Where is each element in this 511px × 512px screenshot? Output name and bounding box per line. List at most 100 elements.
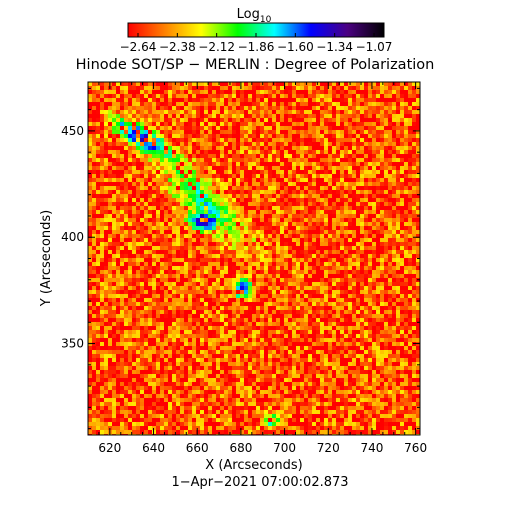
heatmap-cell [284,174,288,178]
heatmap-cell [300,146,304,150]
heatmap-cell [116,106,120,110]
heatmap-cell [336,86,340,90]
heatmap-cell [148,254,152,258]
heatmap-cell [216,102,220,106]
heatmap-cell [96,178,100,182]
heatmap-cell [388,130,392,134]
heatmap-cell [232,286,236,290]
heatmap-cell [152,314,156,318]
heatmap-cell [172,286,176,290]
heatmap-cell [256,194,260,198]
heatmap-cell [220,94,224,98]
heatmap-cell [188,286,192,290]
heatmap-cell [128,298,132,302]
heatmap-cell [312,278,316,282]
heatmap-cell [324,106,328,110]
heatmap-cell [92,198,96,202]
heatmap-cell [220,250,224,254]
heatmap-cell [144,294,148,298]
heatmap-cell [348,282,352,286]
heatmap-cell [208,222,212,226]
heatmap-cell [164,214,168,218]
heatmap-cell [212,114,216,118]
heatmap-cell [256,138,260,142]
heatmap-cell [400,166,404,170]
heatmap-cell [264,150,268,154]
heatmap-cell [104,314,108,318]
heatmap-cell [236,166,240,170]
heatmap-cell [92,250,96,254]
heatmap-cell [168,222,172,226]
heatmap-cell [96,134,100,138]
heatmap-cell [172,138,176,142]
heatmap-cell [156,102,160,106]
heatmap-cell [292,126,296,130]
heatmap-cell [336,258,340,262]
heatmap-cell [100,262,104,266]
heatmap-cell [260,250,264,254]
heatmap-cell [232,226,236,230]
heatmap-cell [156,290,160,294]
heatmap-cell [116,178,120,182]
heatmap-cell [144,190,148,194]
heatmap-cell [308,298,312,302]
heatmap-cell [160,234,164,238]
heatmap-cell [312,222,316,226]
heatmap-cell [140,310,144,314]
heatmap-cell [288,162,292,166]
heatmap-cell [396,158,400,162]
heatmap-cell [256,150,260,154]
heatmap-cell [168,134,172,138]
heatmap-cell [172,214,176,218]
heatmap-cell [276,214,280,218]
heatmap-cell [376,142,380,146]
heatmap-cell [236,202,240,206]
heatmap-cell [212,310,216,314]
heatmap-cell [188,98,192,102]
heatmap-cell [380,282,384,286]
heatmap-cell [224,286,228,290]
heatmap-cell [176,150,180,154]
heatmap-cell [312,258,316,262]
heatmap-cell [264,266,268,270]
heatmap-cell [136,250,140,254]
heatmap-cell [160,126,164,130]
heatmap-cell [372,154,376,158]
heatmap-cell [112,102,116,106]
heatmap-cell [408,134,412,138]
heatmap-cell [244,158,248,162]
heatmap-cell [204,126,208,130]
heatmap-cell [356,282,360,286]
heatmap-cell [404,234,408,238]
heatmap-cell [416,162,420,166]
heatmap-cell [320,254,324,258]
heatmap-cell [180,138,184,142]
heatmap-cell [156,214,160,218]
heatmap-cell [300,102,304,106]
heatmap-cell [380,106,384,110]
heatmap-cell [164,234,168,238]
heatmap-cell [344,294,348,298]
heatmap-cell [148,174,152,178]
heatmap-cell [116,230,120,234]
heatmap-cell [132,274,136,278]
heatmap-cell [236,314,240,318]
heatmap-cell [212,158,216,162]
heatmap-cell [216,286,220,290]
heatmap-cell [392,98,396,102]
heatmap-cell [308,166,312,170]
heatmap-cell [128,170,132,174]
heatmap-cell [388,266,392,270]
heatmap-cell [100,146,104,150]
heatmap-cell [280,146,284,150]
heatmap-cell [132,138,136,142]
heatmap-cell [328,318,332,322]
heatmap-cell [348,270,352,274]
heatmap-cell [116,194,120,198]
heatmap-cell [236,270,240,274]
heatmap-cell [216,106,220,110]
heatmap-cell [308,214,312,218]
heatmap-cell [320,214,324,218]
heatmap-cell [328,286,332,290]
heatmap-cell [280,98,284,102]
